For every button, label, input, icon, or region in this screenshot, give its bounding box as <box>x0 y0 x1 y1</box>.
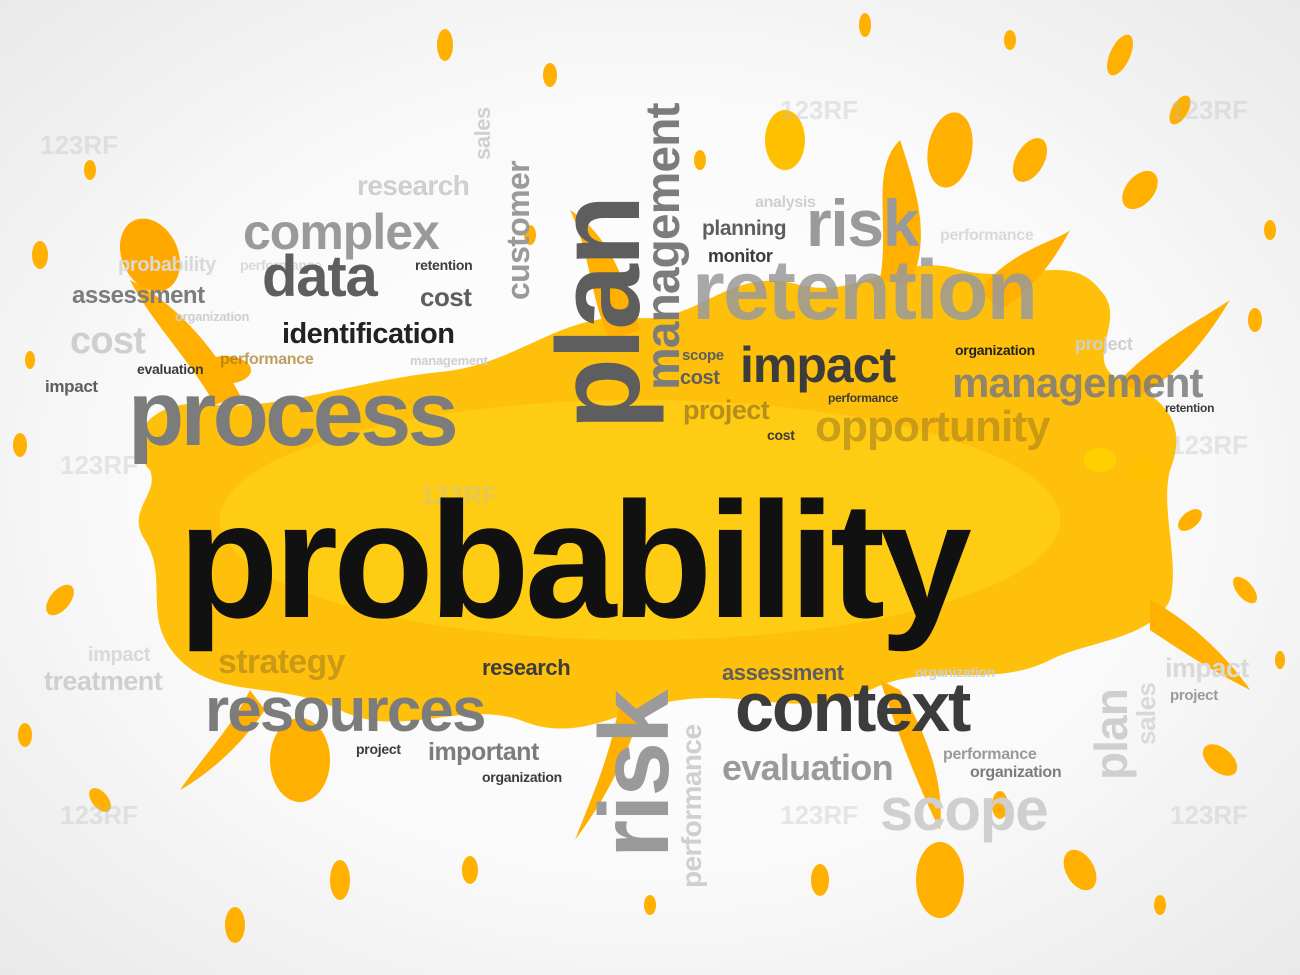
word: risk <box>806 186 919 260</box>
word: organization <box>970 764 1062 781</box>
word: resources <box>205 676 487 745</box>
word: important <box>428 738 539 766</box>
word: scope <box>880 776 1049 843</box>
word: evaluation <box>722 747 894 788</box>
word: risk <box>579 691 689 858</box>
word: cost <box>70 320 146 362</box>
word: sales <box>1131 682 1161 745</box>
word: assessment <box>72 282 205 309</box>
watermark-logo: 123RF <box>40 130 119 160</box>
word: treatment <box>44 666 163 696</box>
word: management <box>952 359 1204 406</box>
word: identification <box>282 318 455 350</box>
word: retention <box>1165 401 1215 415</box>
word: context <box>735 668 971 746</box>
word: retention <box>692 243 1038 337</box>
word: planning <box>702 217 787 240</box>
word: impact <box>45 377 98 396</box>
word: performance <box>676 724 707 888</box>
word: strategy <box>218 643 346 681</box>
word: impact <box>740 337 896 393</box>
word: sales <box>470 107 495 160</box>
main-word-probability: probability <box>178 468 972 652</box>
word: organization <box>482 769 562 785</box>
word: probability <box>118 254 216 276</box>
watermark-logo: 123RF <box>1170 800 1249 830</box>
word: organization <box>915 664 995 680</box>
word: organization <box>955 342 1035 358</box>
word: performance <box>943 746 1037 763</box>
word: cost <box>420 282 472 312</box>
word: assessment <box>722 660 844 685</box>
word: impact <box>1165 653 1249 683</box>
word: organization <box>175 309 250 324</box>
word: project <box>1075 334 1133 354</box>
word: performance <box>240 257 322 273</box>
word: research <box>357 170 470 201</box>
word: evaluation <box>137 361 204 377</box>
word: analysis <box>755 194 816 211</box>
word: opportunity <box>815 402 1051 451</box>
watermark-logo: 123RF <box>420 480 499 510</box>
word: research <box>482 655 571 680</box>
word: performance <box>828 391 899 405</box>
watermark-logo: 123RF <box>60 450 139 480</box>
watermark-logo: 123RF <box>780 95 859 125</box>
watermark-logo: 123RF <box>1170 95 1249 125</box>
word: management <box>410 353 488 368</box>
word: complex <box>243 204 440 260</box>
watermark-logo: 123RF <box>1170 430 1249 460</box>
word: monitor <box>708 246 773 266</box>
word: process <box>128 363 459 465</box>
watermark-logo: 123RF <box>780 800 859 830</box>
word: customer <box>500 161 536 300</box>
word: performance <box>940 227 1034 244</box>
word: performance <box>220 351 314 368</box>
word: impact <box>88 644 151 666</box>
word: scope <box>682 347 724 364</box>
watermark-logo: 123RF <box>60 800 139 830</box>
word: management <box>637 103 690 391</box>
word: project <box>683 395 770 425</box>
word: cost <box>767 427 795 443</box>
word: retention <box>415 257 473 273</box>
word: cost <box>680 367 720 389</box>
word: project <box>1170 687 1218 704</box>
word: project <box>356 741 401 757</box>
word: plan <box>1085 689 1137 780</box>
word: data <box>262 244 378 309</box>
